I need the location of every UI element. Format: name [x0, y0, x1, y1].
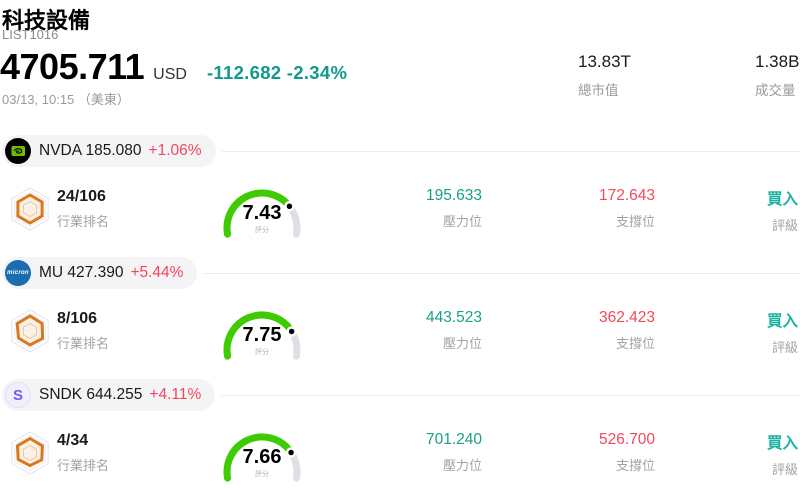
- sandisk-logo: S: [5, 382, 31, 408]
- volume-label: 成交量: [755, 83, 796, 98]
- stock-row-body: 8/106 行業排名 7.75 評分 443.523 壓力位 362.423 支…: [0, 300, 800, 362]
- score-value: 7.75: [242, 324, 282, 346]
- industry-rank-block: 4/34 行業排名: [0, 422, 218, 484]
- resistance-col: 195.633 壓力位: [308, 178, 482, 240]
- volume-stat: 1.38B 成交量: [755, 52, 799, 99]
- score-value: 7.43: [242, 202, 282, 224]
- row-divider: [221, 394, 800, 396]
- score-label: 評分: [255, 227, 269, 234]
- resistance-label: 壓力位: [442, 458, 482, 473]
- resistance-col: 443.523 壓力位: [308, 300, 482, 362]
- rating-label: 評級: [771, 462, 798, 477]
- support-value: 172.643: [598, 187, 655, 204]
- row-divider: [203, 272, 800, 274]
- stock-chip-row: S SNDK 644.255 +4.11%: [0, 379, 800, 411]
- rating-col: 買入 評級: [655, 300, 798, 362]
- rating-col: 買入 評級: [655, 422, 798, 484]
- stock-row-body: 4/34 行業排名 7.66 評分 701.240 壓力位 526.700 支撐…: [0, 422, 800, 484]
- score-gauge: 7.66 評分: [218, 422, 306, 484]
- index-header: 科技設備 LIST1016 4705.711 USD -112.682 -2.3…: [0, 0, 800, 135]
- support-value: 526.700: [598, 431, 655, 448]
- radar-badge-icon: [11, 431, 49, 475]
- industry-rank: 24/106: [57, 188, 106, 205]
- stock-row-nvda[interactable]: NVDA 185.080 +1.06% 24/106 行業排名: [0, 135, 800, 240]
- rating-value[interactable]: 買入: [766, 435, 798, 452]
- rating-label: 評級: [771, 218, 798, 233]
- rank-text: 8/106 行業排名: [57, 310, 109, 352]
- score-label: 評分: [255, 349, 269, 356]
- score-label: 評分: [255, 471, 269, 478]
- score-value: 7.66: [242, 446, 282, 468]
- market-cap-value: 13.83T: [578, 52, 631, 71]
- price-row: 4705.711 USD -112.682 -2.34%: [0, 46, 347, 88]
- rank-text: 4/34 行業排名: [57, 432, 109, 474]
- stock-row-sndk[interactable]: S SNDK 644.255 +4.11% 4/34 行業排名: [0, 379, 800, 484]
- support-value: 362.423: [598, 309, 655, 326]
- resistance-value: 195.633: [425, 187, 482, 204]
- stock-chip-mu[interactable]: micron MU 427.390 +5.44%: [2, 257, 198, 289]
- sandisk-logo-text: S: [12, 386, 23, 404]
- radar-badge-icon: [11, 309, 49, 353]
- radar-badge-icon: [11, 187, 49, 231]
- industry-rank-block: 8/106 行業排名: [0, 300, 218, 362]
- stock-row-mu[interactable]: micron MU 427.390 +5.44% 8/106 行業排名: [0, 257, 800, 362]
- stock-chip-row: micron MU 427.390 +5.44%: [0, 257, 800, 289]
- score-gauge-arc: [223, 433, 301, 482]
- market-cap-label: 總市值: [578, 83, 619, 98]
- score-gauge: 7.43 評分: [218, 178, 306, 240]
- micron-logo: micron: [5, 260, 31, 286]
- stock-symbol-price: SNDK 644.255: [39, 386, 143, 403]
- rating-label: 評級: [771, 340, 798, 355]
- nvidia-eye-icon: [11, 146, 25, 156]
- industry-rank-label: 行業排名: [57, 336, 110, 351]
- index-price: 4705.711: [0, 46, 145, 87]
- industry-rank-block: 24/106 行業排名: [0, 178, 218, 240]
- industry-rank-label: 行業排名: [57, 214, 110, 229]
- quote-timestamp: 03/13, 10:15 （美東）: [2, 92, 130, 107]
- industry-rank: 8/106: [57, 310, 98, 327]
- support-label: 支撐位: [615, 336, 655, 351]
- stock-change: +1.06%: [148, 142, 202, 159]
- support-label: 支撐位: [615, 214, 655, 229]
- stock-chip-row: NVDA 185.080 +1.06%: [0, 135, 800, 167]
- rating-value[interactable]: 買入: [766, 313, 798, 330]
- resistance-value: 443.523: [425, 309, 482, 326]
- rating-value[interactable]: 買入: [766, 191, 798, 208]
- stock-row-body: 24/106 行業排名 7.43 評分 195.633 壓力位 172.643 …: [0, 178, 800, 240]
- support-col: 526.700 支撐位: [482, 422, 655, 484]
- micron-logo-text: micron: [7, 270, 29, 276]
- score-gauge: 7.75 評分: [218, 300, 306, 362]
- industry-rank: 4/34: [57, 432, 89, 449]
- support-col: 362.423 支撐位: [482, 300, 655, 362]
- index-change: -112.682 -2.34%: [206, 62, 348, 83]
- row-divider: [221, 150, 800, 152]
- stock-symbol-price: NVDA 185.080: [39, 142, 142, 159]
- score-gauge-arc: [223, 189, 301, 238]
- volume-value: 1.38B: [755, 52, 800, 71]
- stock-chip-nvda[interactable]: NVDA 185.080 +1.06%: [2, 135, 216, 167]
- resistance-value: 701.240: [425, 431, 482, 448]
- support-label: 支撐位: [615, 458, 655, 473]
- nvidia-logo: [5, 138, 31, 164]
- rating-col: 買入 評級: [655, 178, 798, 240]
- stock-change: +4.11%: [149, 386, 202, 403]
- list-id: LIST1016: [2, 27, 59, 42]
- score-gauge-arc: [223, 311, 301, 360]
- market-cap-stat: 13.83T 總市值: [578, 52, 631, 99]
- rank-text: 24/106 行業排名: [57, 188, 109, 230]
- stock-symbol-price: MU 427.390: [39, 264, 124, 281]
- currency-label: USD: [153, 66, 187, 83]
- stock-chip-sndk[interactable]: S SNDK 644.255 +4.11%: [2, 379, 216, 411]
- support-col: 172.643 支撐位: [482, 178, 655, 240]
- stock-change: +5.44%: [130, 264, 184, 281]
- resistance-label: 壓力位: [442, 336, 482, 351]
- resistance-col: 701.240 壓力位: [308, 422, 482, 484]
- resistance-label: 壓力位: [442, 214, 482, 229]
- page-title: 科技設備: [2, 8, 91, 33]
- industry-rank-label: 行業排名: [57, 458, 110, 473]
